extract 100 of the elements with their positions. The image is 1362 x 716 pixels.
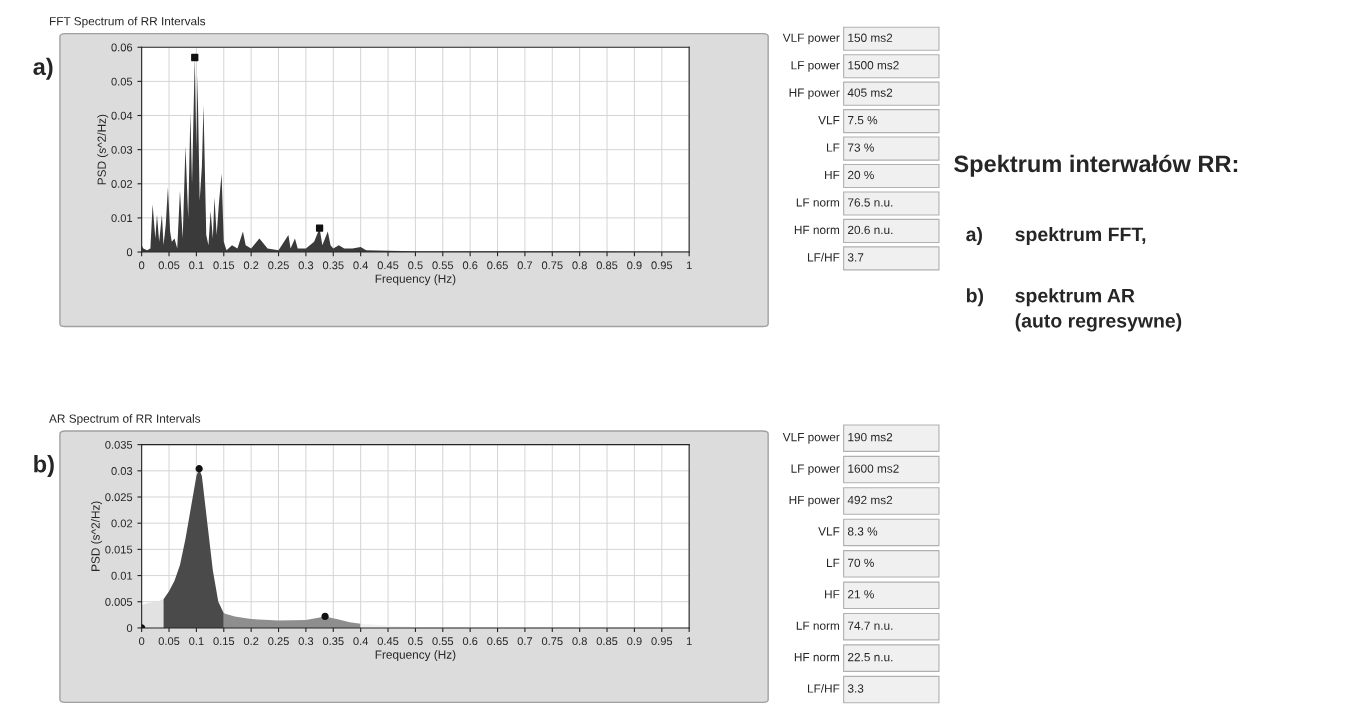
text: 7.5 % (848, 115, 878, 125)
text: 405 ms2 (847, 88, 893, 97)
y-tick-label: 0.01 (111, 571, 133, 580)
x-tick-label: 0.9 (627, 261, 642, 270)
text: LF (827, 143, 840, 152)
x-tick-label: 0.05 (158, 261, 180, 270)
y-tick-label: 0.035 (105, 440, 133, 449)
x-tick-label: 0.4 (353, 261, 369, 270)
x-tick-label: 0.75 (541, 637, 563, 646)
chart-title: AR Spectrum of RR Intervals (49, 414, 201, 426)
x-tick-label: 0.95 (651, 261, 673, 270)
x-tick-label: 0.6 (462, 261, 478, 270)
x-tick-label: 0.8 (572, 637, 587, 646)
x-tick-label: 0.45 (377, 637, 399, 646)
text: 3.7 (847, 253, 864, 262)
text: 492 ms2 (847, 495, 893, 505)
text: a) (966, 226, 982, 246)
y-tick-label: 0.005 (105, 598, 133, 606)
text: 73 % (848, 143, 874, 152)
text: 1500 ms2 (848, 61, 899, 70)
x-axis-title: Frequency (Hz) (375, 650, 456, 662)
text: VLF (818, 116, 840, 125)
x-tick-label: 0.95 (651, 637, 673, 646)
y-tick-label: 0 (126, 248, 133, 257)
x-tick-label: 0 (138, 261, 145, 270)
y-tick-label: 0.05 (111, 77, 133, 86)
text: HF (825, 590, 840, 599)
text: HF (825, 170, 840, 180)
text: Spektrum interwałów RR: (954, 154, 1238, 177)
x-tick-label: 0.9 (627, 637, 642, 646)
x-tick-label: 0.35 (322, 261, 344, 270)
text: LF/HF (807, 684, 840, 693)
x-tick-label: 0.7 (517, 261, 533, 270)
text: 70 % (848, 558, 874, 568)
x-tick-label: 0.45 (377, 261, 399, 270)
text: 190 ms2 (848, 432, 893, 442)
text: 150 ms2 (848, 33, 893, 42)
x-tick-label: 0.25 (268, 261, 289, 270)
x-tick-label: 1 (686, 261, 692, 270)
chart-title: FFT Spectrum of RR Intervals (50, 16, 206, 28)
x-tick-label: 0.7 (517, 637, 533, 646)
x-tick-label: 0.8 (572, 261, 587, 270)
text: b) (34, 455, 54, 478)
x-tick-label: 0.6 (462, 637, 478, 646)
x-tick-label: 0.65 (487, 637, 508, 646)
text: VLF power (782, 433, 840, 444)
x-tick-label: 0.5 (408, 261, 423, 270)
text: 20.6 n.u. (848, 225, 893, 235)
x-tick-label: 0.85 (596, 261, 618, 270)
text: VLF (818, 527, 840, 536)
x-axis-title: Frequency (Hz) (375, 274, 456, 286)
x-tick-label: 0.1 (189, 637, 204, 646)
text: b) (966, 288, 984, 307)
text: 8.3 % (847, 527, 878, 536)
x-tick-label: 0.2 (243, 637, 259, 646)
y-tick-label: 0.03 (111, 467, 133, 475)
text: HF power (789, 495, 840, 507)
x-tick-label: 0.75 (541, 261, 563, 270)
text: spektrum FFT, (1015, 226, 1146, 246)
x-tick-label: 0.15 (213, 637, 235, 646)
x-tick-label: 1 (686, 637, 692, 646)
x-tick-label: 0.25 (268, 637, 289, 646)
text: 22.5 n.u. (848, 652, 893, 662)
x-tick-label: 0.05 (158, 637, 180, 646)
text: 76.5 n.u. (848, 198, 893, 207)
x-tick-label: 0.2 (243, 261, 259, 270)
text: spektrum AR (auto regresywne) (1015, 288, 1182, 332)
x-tick-label: 0 (138, 637, 145, 646)
text: 74.7 n.u. (848, 621, 893, 630)
x-tick-label: 0.3 (298, 637, 314, 646)
x-tick-label: 0.85 (596, 637, 618, 646)
y-tick-label: 0.06 (111, 43, 133, 52)
text: LF norm (796, 621, 840, 630)
y-tick-label: 0.04 (111, 111, 133, 120)
y-tick-label: 0.02 (111, 180, 133, 188)
y-tick-label: 0.02 (111, 519, 133, 528)
y-axis-title: PSD (s^2/Hz) (97, 114, 109, 185)
y-tick-label: 0.03 (111, 145, 133, 154)
x-tick-label: 0.4 (353, 637, 369, 646)
y-tick-label: 0 (126, 624, 133, 633)
text: 20 % (848, 170, 874, 180)
text: 3.3 (847, 684, 864, 693)
text: 1600 ms2 (848, 464, 899, 473)
text: LF (827, 558, 840, 567)
x-tick-label: 0.3 (298, 261, 314, 270)
x-tick-label: 0.55 (432, 261, 454, 270)
x-tick-label: 0.1 (189, 261, 204, 270)
text: HF power (789, 88, 840, 100)
y-tick-label: 0.015 (105, 545, 133, 554)
text: a) (33, 57, 53, 80)
x-tick-label: 0.35 (322, 637, 344, 646)
x-tick-label: 0.65 (487, 261, 508, 270)
text: LF/HF (807, 252, 840, 262)
x-tick-label: 0.15 (213, 261, 235, 270)
text: VLF power (782, 33, 840, 45)
text: 21 % (848, 590, 874, 599)
y-tick-label: 0.01 (111, 214, 133, 223)
text: HF norm (794, 225, 840, 235)
x-tick-label: 0.5 (408, 637, 423, 646)
text: LF norm (796, 198, 840, 207)
